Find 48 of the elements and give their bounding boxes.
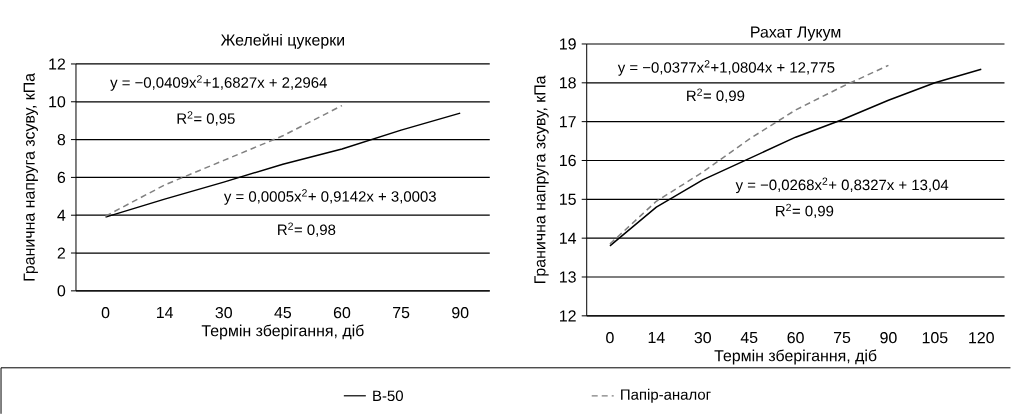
legend-label: Папір-аналог: [621, 388, 711, 403]
annotation: R$^{2}$= 0,98: [278, 222, 336, 237]
x-tick-label: 30: [694, 331, 711, 344]
annotation: y = 0,0005x$^{2}$+ 0,9142x + 3,0003: [223, 188, 436, 205]
chart-title: Желейні цукерки: [220, 33, 344, 49]
annotation: y = −0,0377x$^{2}$+1,0804x + 12,775: [617, 59, 835, 76]
y-tick-label: 10: [49, 96, 66, 108]
y-tick-label: 12: [560, 310, 576, 322]
x-tick-label: 105: [922, 331, 948, 344]
x-tick-label: 90: [452, 306, 469, 319]
y-axis-title: Гранична напруга зсуву, кПа: [534, 75, 549, 283]
x-tick-label: 45: [274, 306, 292, 318]
y-tick-label: 18: [560, 77, 576, 89]
annotation: R$^{2}$= 0,99: [776, 203, 834, 218]
y-tick-label: 14: [560, 232, 577, 244]
x-tick-label: 75: [393, 306, 410, 318]
y-tick-label: 2: [57, 247, 65, 259]
annotation: y = −0,0268x$^{2}$+ 0,8327x + 13,04: [735, 177, 949, 193]
x-axis-title: Термін зберігання, діб: [201, 324, 364, 340]
y-tick-label: 17: [560, 116, 576, 127]
y-tick-label: 12: [49, 58, 65, 70]
y-tick-label: 13: [560, 271, 576, 283]
x-tick-label: 60: [333, 306, 351, 319]
x-tick-label: 14: [648, 331, 665, 343]
y-tick-label: 4: [57, 209, 66, 221]
y-tick-label: 0: [57, 285, 66, 297]
x-tick-label: 30: [215, 306, 232, 319]
x-tick-label: 14: [157, 306, 174, 318]
y-tick-label: 19: [560, 38, 576, 50]
x-axis-title: Термін зберігання, діб: [714, 349, 877, 365]
x-tick-label: 90: [880, 331, 897, 344]
y-tick-label: 15: [560, 193, 576, 205]
y-tick-label: 6: [57, 171, 66, 183]
annotation: y = −0,0409x$^{2}$+1,6827x + 2,2964: [110, 75, 327, 91]
annotation: R$^{2}$= 0,95: [177, 111, 235, 126]
line-series: [104, 112, 461, 218]
x-tick-label: 120: [969, 331, 994, 344]
chart-title: Рахат Лукум: [751, 26, 841, 41]
x-tick-label: 45: [740, 331, 758, 343]
y-tick-label: 8: [57, 133, 66, 146]
x-tick-label: 0: [101, 306, 110, 319]
y-tick-label: 16: [560, 154, 576, 166]
x-tick-label: 75: [833, 331, 851, 343]
legend-label: B-50: [373, 390, 403, 401]
annotation: R$^{2}$= 0,99: [687, 88, 745, 103]
x-tick-label: 60: [787, 331, 804, 344]
x-tick-label: 0: [606, 331, 614, 344]
y-axis-title: Гранична напруга зсуву, кПа: [23, 72, 38, 281]
